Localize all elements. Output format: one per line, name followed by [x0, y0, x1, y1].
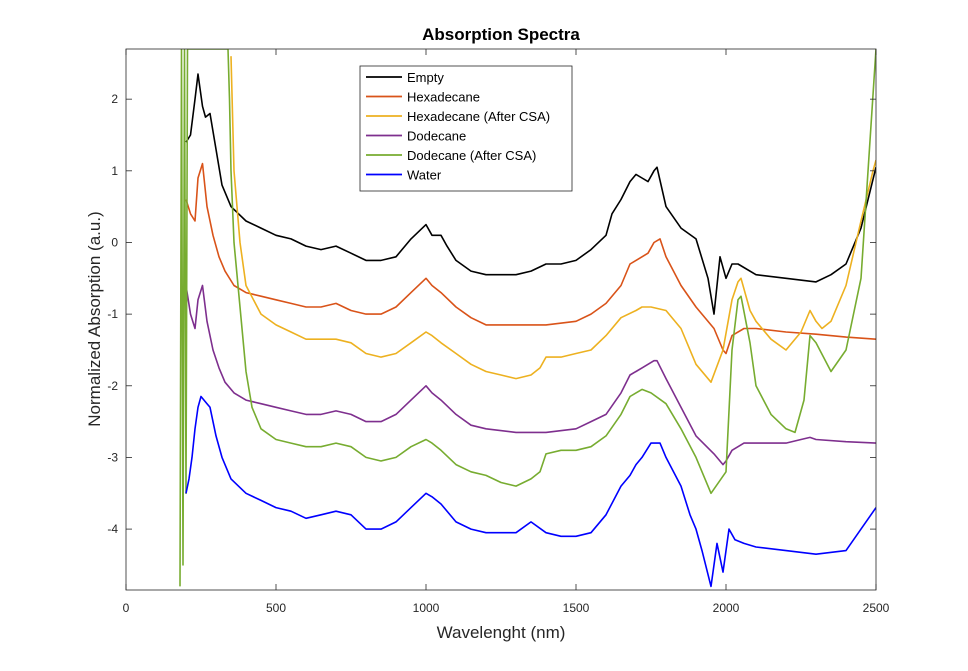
series-line-1 [185, 73, 876, 315]
chart-title: Absorption Spectra [422, 25, 580, 44]
y-axis-label: Normalized Absorption (a.u.) [85, 211, 104, 426]
x-tick-label: 2500 [863, 601, 890, 615]
y-tick-label: -3 [107, 450, 118, 464]
y-tick-label: -4 [107, 522, 118, 536]
series-line-3 [230, 56, 876, 384]
x-axis-label: Wavelenght (nm) [437, 623, 566, 642]
legend-label: Dodecane [407, 129, 466, 144]
series-line-5 [179, 49, 876, 587]
x-tick-label: 1500 [563, 601, 590, 615]
y-tick-label: 0 [111, 235, 118, 249]
series-line-6 [185, 395, 876, 588]
y-tick-label: 1 [111, 164, 118, 178]
y-tick-label: -1 [107, 307, 118, 321]
y-tick-label: -2 [107, 379, 118, 393]
legend-label: Hexadecane [407, 90, 480, 105]
legend-label: Hexadecane (After CSA) [407, 109, 550, 124]
legend-label: Empty [407, 70, 444, 85]
axes-box [125, 48, 877, 591]
series-line-2 [185, 162, 876, 355]
x-tick-label: 0 [123, 601, 130, 615]
x-tick-label: 2000 [713, 601, 740, 615]
y-tick-label: 2 [111, 92, 118, 106]
legend-label: Water [407, 168, 442, 183]
legend-label: Dodecane (After CSA) [407, 148, 536, 163]
x-tick-label: 500 [266, 601, 286, 615]
x-tick-label: 1000 [413, 601, 440, 615]
legend-box [359, 65, 573, 192]
